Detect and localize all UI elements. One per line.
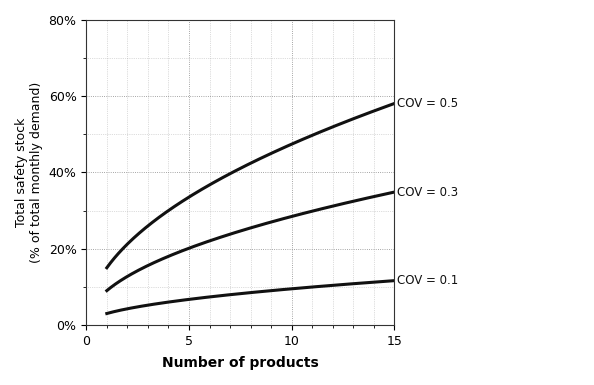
- Text: COV = 0.1: COV = 0.1: [397, 274, 459, 287]
- Text: COV = 0.5: COV = 0.5: [397, 97, 459, 110]
- Y-axis label: Total safety stock
(% of total monthly demand): Total safety stock (% of total monthly d…: [15, 82, 43, 263]
- X-axis label: Number of products: Number of products: [162, 356, 319, 370]
- Text: COV = 0.3: COV = 0.3: [397, 186, 459, 199]
